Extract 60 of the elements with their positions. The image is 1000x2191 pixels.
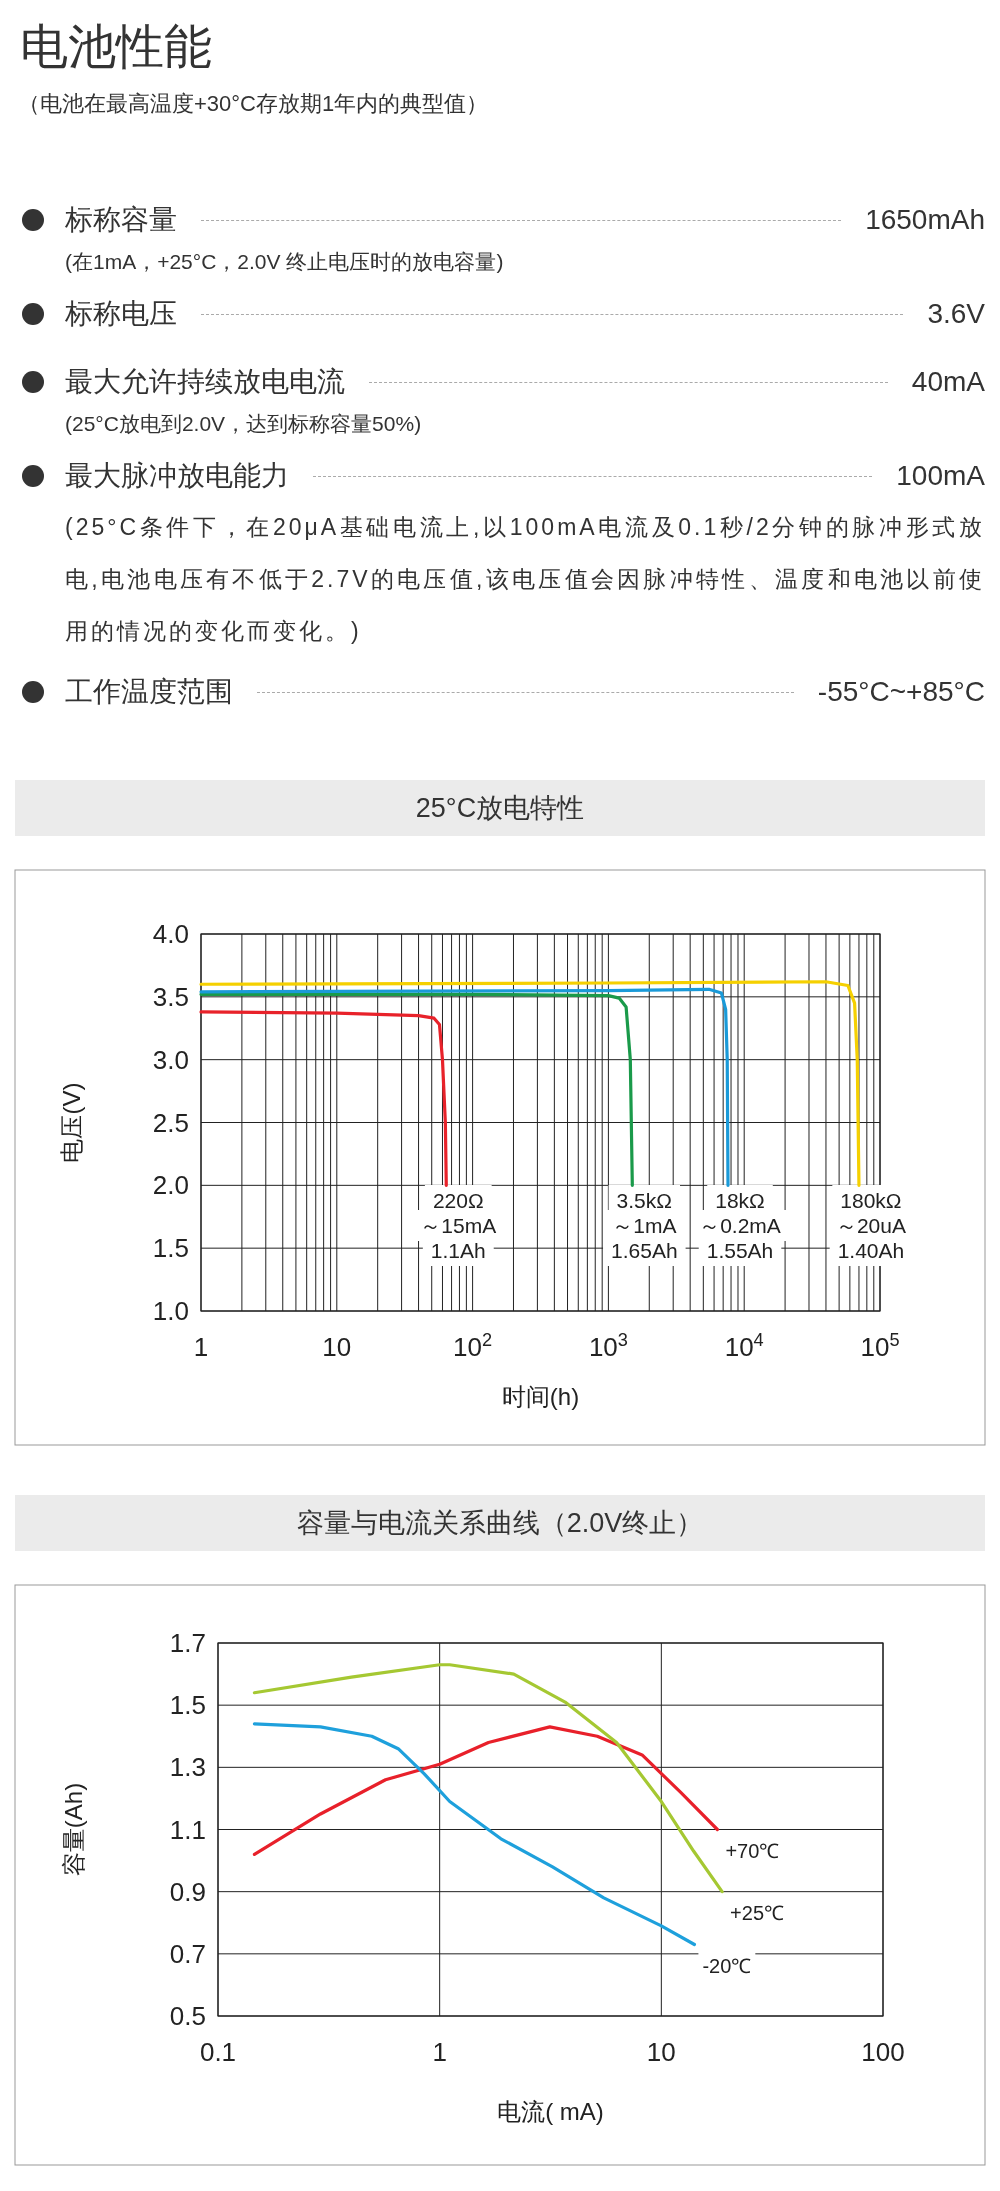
x-tick-label: 10$^{4}$	[724, 1330, 764, 1362]
text: 1650mAh	[865, 204, 985, 235]
y-tick-label: 1.7	[169, 1628, 206, 1658]
y-tick-label: 1.1	[169, 1814, 206, 1845]
annotation: 18kΩ	[715, 1189, 765, 1212]
category-label: 标称容量	[65, 203, 177, 237]
x-tick-label: 10$^{2}$	[453, 1330, 493, 1362]
chart-title: 容量与电流关系曲线（2.0V终止）	[296, 1508, 704, 1538]
y-tick-label: 1.0	[152, 1296, 189, 1326]
annotation: 3.5kΩ	[616, 1189, 673, 1212]
y-tick-label: 0.5	[169, 2001, 206, 2031]
text: -55°C~+85°C	[817, 676, 985, 707]
annotation: 220Ω	[432, 1189, 484, 1212]
annotation: ～20uA	[835, 1214, 906, 1237]
x-tick-label: 100	[861, 2037, 905, 2067]
annotation: 180kΩ	[840, 1189, 902, 1212]
annotation: ～1mA	[612, 1214, 677, 1237]
text: (25°C放电到2.0V，达到标称容量50%)	[65, 412, 422, 435]
category-label: 最大允许持续放电电流	[65, 365, 345, 399]
y-tick-label: 4.0	[152, 919, 189, 949]
annotation: 1.40Ah	[837, 1239, 905, 1262]
y-tick-label: 1.5	[152, 1233, 189, 1264]
x-tick-label: 1	[432, 2037, 447, 2067]
annotation: 1.1Ah	[430, 1239, 486, 1262]
y-tick-label: 3.0	[152, 1044, 189, 1075]
x-tick-label: 1	[193, 1332, 209, 1362]
x-tick-label: 0.1	[199, 2037, 237, 2067]
x-tick-label: 10$^{3}$	[588, 1330, 628, 1362]
y-tick-label: 2.0	[152, 1170, 189, 1201]
annotation: 1.55Ah	[706, 1239, 774, 1262]
text: 100mA	[896, 460, 985, 491]
y-tick-label: 1.3	[169, 1752, 206, 1783]
x-tick-label: 10$^{5}$	[860, 1330, 900, 1362]
chart-title: 25°C放电特性	[415, 793, 585, 823]
text: (25°C条件下，在20μA基础电流上,以100mA电流及0.1秒/2分钟的脉冲形式放电,电池电压有不低于2.7V的电压值,该电压值会因脉冲特性、温度和电池以前使用的情况的变化而变化。)	[65, 514, 985, 644]
y-tick-label: 3.5	[152, 981, 189, 1012]
y-tick-label: 0.9	[169, 1876, 206, 1907]
text: 3.6V	[927, 298, 985, 329]
y-axis-title: 电压(V)	[58, 1082, 85, 1163]
y-tick-label: 0.7	[169, 1938, 206, 1969]
series-label: +70℃	[725, 1839, 780, 1862]
x-axis-title: 时间(h)	[501, 1383, 580, 1410]
x-axis-title: 电流( mA)	[497, 2098, 604, 2125]
annotation: ～15mA	[420, 1214, 497, 1237]
y-tick-label: 1.5	[169, 1690, 206, 1721]
annotation: 1.65Ah	[611, 1239, 678, 1262]
category-label: 最大脉冲放电能力	[65, 459, 289, 493]
annotation: ～0.2mA	[699, 1214, 781, 1237]
series-label: -20℃	[702, 1954, 752, 1977]
text: (在1mA，+25°C，2.0V 终止电压时的放电容量)	[65, 250, 504, 273]
series-label: +25℃	[730, 1901, 785, 1924]
text: 40mA	[911, 366, 985, 397]
y-axis-title: 容量(Ah)	[60, 1782, 87, 1877]
text: （电池在最高温度+30°C存放期1年内的典型值）	[18, 90, 489, 118]
category-label: 工作温度范围	[65, 675, 233, 709]
y-tick-label: 2.5	[152, 1107, 189, 1138]
text: 电池性能	[20, 19, 212, 75]
x-tick-label: 10	[322, 1332, 352, 1362]
category-label: 标称电压	[65, 297, 177, 331]
x-tick-label: 10	[646, 2037, 676, 2067]
